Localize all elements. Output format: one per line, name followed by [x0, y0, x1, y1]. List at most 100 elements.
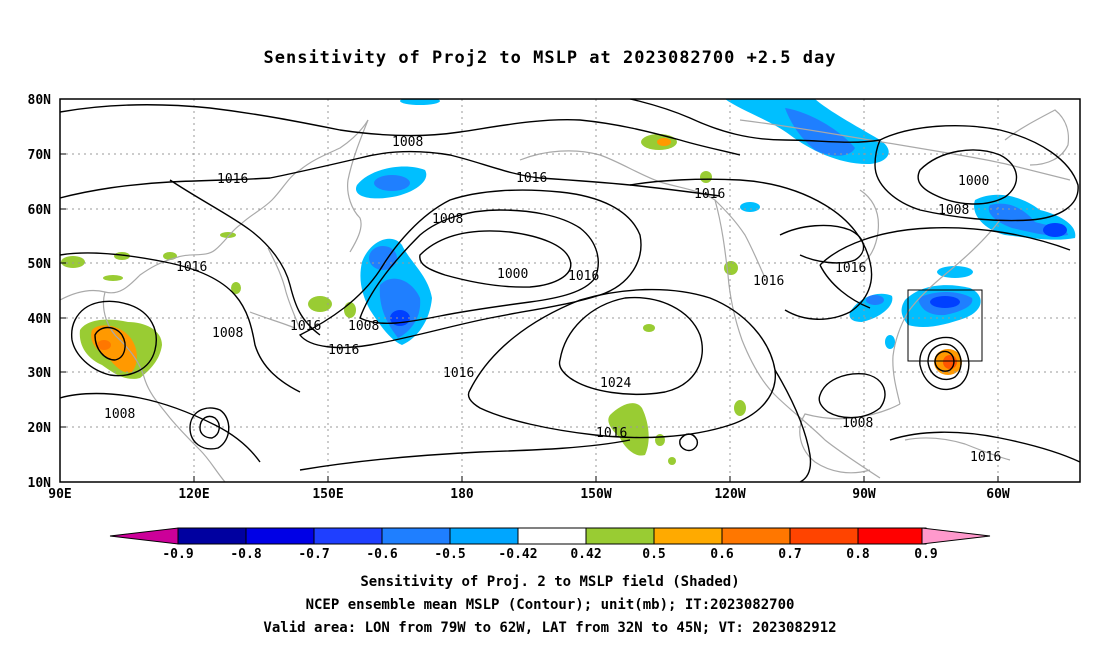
- colorbar-cell: [177, 527, 247, 545]
- contour-1016-mid-pacific: [298, 189, 642, 349]
- lon-label: 150E: [312, 487, 343, 502]
- contour-label: 1000: [958, 174, 989, 189]
- lon-label: 120E: [178, 487, 209, 502]
- shade-green-l: [643, 324, 655, 332]
- contour-label: 1008: [432, 212, 463, 227]
- shade-bermuda: [885, 335, 895, 349]
- shade-green-m: [608, 403, 649, 456]
- colorbar-label: -0.6: [366, 547, 397, 560]
- colorbar-low-arrow: [109, 527, 179, 545]
- latitude-labels: 80N 70N 60N 50N 40N 30N 20N 10N: [28, 93, 52, 491]
- contour-1000-low-pacific: [419, 230, 572, 288]
- shade-green-a: [61, 256, 85, 268]
- contour-label: 1016: [568, 269, 599, 284]
- shade-green-f: [231, 282, 241, 294]
- contour-1008-gulf: [818, 373, 886, 419]
- colorbar-cell: [245, 527, 315, 545]
- contour-1016-east-pacific: [629, 178, 873, 320]
- shade-green-o: [668, 457, 676, 465]
- contour-label: 1000: [497, 267, 528, 282]
- lon-label: 60W: [986, 487, 1010, 502]
- shade-orange-i: [657, 138, 671, 146]
- coast-north-america-west: [714, 199, 881, 479]
- coast-japan: [249, 247, 301, 331]
- shade-green-p: [655, 434, 665, 446]
- lat-label: 70N: [28, 148, 52, 163]
- contour-label: 1008: [938, 203, 969, 218]
- contour-1000-atlantic-low: [917, 149, 1018, 205]
- contour-1016-south-pacific: [299, 439, 631, 471]
- colorbar: -0.9 -0.8 -0.7 -0.6 -0.5 -0.42 0.42 0.5 …: [109, 527, 991, 560]
- contour-hurricane-2: [927, 343, 962, 381]
- lat-label: 30N: [28, 366, 52, 381]
- contour-hurricane-3: [919, 336, 970, 391]
- shade-green-e: [220, 232, 236, 238]
- colorbar-cell: [449, 527, 519, 545]
- colorbar-cell: [381, 527, 451, 545]
- colorbar-cell: [789, 527, 859, 545]
- contour-label: 1016: [516, 171, 547, 186]
- contour-1008-north-central: [627, 99, 881, 143]
- shade-green-h: [344, 302, 356, 318]
- shade-north-pacific-core: [374, 175, 410, 191]
- lat-label: 40N: [28, 312, 52, 327]
- contour-label: 1024: [600, 376, 631, 391]
- colorbar-label: 0.7: [778, 547, 801, 560]
- colorbar-label: 0.8: [846, 547, 870, 560]
- colorbar-label: 0.6: [710, 547, 734, 560]
- lat-label: 10N: [28, 476, 52, 491]
- caption-line-1: Sensitivity of Proj. 2 to MSLP field (Sh…: [360, 574, 740, 590]
- coast-greenland: [1004, 109, 1070, 166]
- shade-green-j: [700, 171, 712, 183]
- colorbar-cell: [585, 527, 655, 545]
- coast-canada-arctic: [739, 119, 1071, 181]
- colorbar-cell: [721, 527, 791, 545]
- shade-china-orange: [91, 325, 137, 373]
- shade-green-g: [308, 296, 332, 312]
- colorbar-label: 0.9: [914, 547, 937, 560]
- colorbar-label: 0.5: [642, 547, 665, 560]
- colorbar-label: -0.8: [230, 547, 261, 560]
- contour-1008-philippine-outer: [189, 407, 230, 450]
- contour-1016-asia: [60, 252, 301, 393]
- positive-sensitivity-areas: [61, 134, 962, 465]
- contour-label-group: 1008 1016 1016 1016 1000 1008 1008 1000 …: [104, 135, 1001, 465]
- contour-1008-philippine: [199, 415, 220, 439]
- valid-area-box: [907, 289, 983, 362]
- contour-label: 1016: [596, 426, 627, 441]
- colorbar-cell: [313, 527, 383, 545]
- contour-label: 1016: [290, 319, 321, 334]
- colorbar-label: -0.5: [434, 547, 465, 560]
- contour-label: 1016: [694, 187, 725, 202]
- shade-hudson: [740, 202, 760, 212]
- colorbar-high-arrow: [921, 527, 991, 545]
- shade-arctic-top: [400, 99, 440, 105]
- lon-label: 90E: [48, 487, 71, 502]
- contour-1016-east-asia: [169, 179, 321, 336]
- lon-label: 150W: [580, 487, 611, 502]
- contour-1016-atlantic: [819, 227, 1071, 309]
- contour-1016-hudson: [779, 224, 865, 264]
- shade-china-dark: [97, 340, 111, 350]
- colorbar-cells: [177, 527, 927, 545]
- colorbar-labels: -0.9 -0.8 -0.7 -0.6 -0.5 -0.42 0.42 0.5 …: [162, 547, 937, 560]
- coast-alaska: [519, 150, 766, 279]
- shade-green-b: [103, 275, 123, 281]
- shade-newfoundland: [937, 266, 973, 278]
- contour-label: 1008: [842, 416, 873, 431]
- map-frame: [59, 98, 1081, 483]
- contour-label: 1008: [104, 407, 135, 422]
- lat-label: 50N: [28, 257, 52, 272]
- lon-label: 120W: [714, 487, 745, 502]
- contour-1008-north: [60, 104, 741, 156]
- coast-hudson-bay: [859, 189, 880, 267]
- shade-atlantic-north-core: [1043, 223, 1067, 237]
- shade-green-d: [163, 252, 177, 260]
- contour-label: 1016: [835, 261, 866, 276]
- caption-line-3: Valid area: LON from 79W to 62W, LAT fro…: [263, 620, 837, 636]
- contour-1016-east-high-south: [774, 369, 812, 482]
- contour-1016-subtropical-atlantic: [889, 431, 1080, 463]
- mslp-contours: [60, 99, 1080, 482]
- contour-label: 1016: [176, 260, 207, 275]
- colorbar-label: -0.9: [162, 547, 193, 560]
